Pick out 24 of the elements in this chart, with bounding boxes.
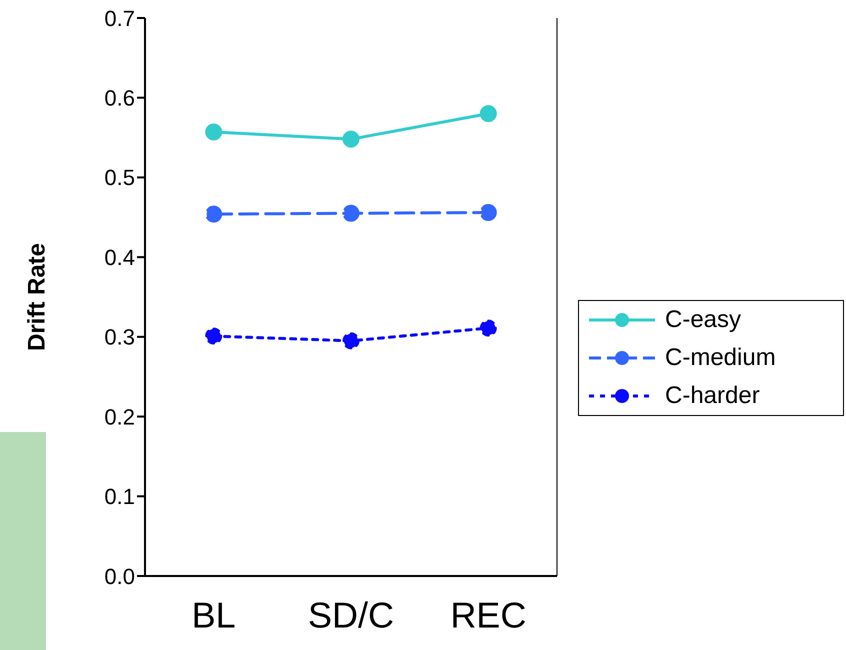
point [342, 130, 360, 148]
y-tick-label: 0.6 [104, 86, 135, 111]
y-axis-title: Drift Rate [24, 242, 51, 352]
legend-label: C-medium [665, 344, 776, 372]
y-tick-label: 0.3 [104, 324, 135, 350]
y-tick-label: 0.5 [104, 165, 135, 190]
point [480, 105, 497, 122]
point [480, 204, 497, 222]
point [205, 328, 222, 345]
point [342, 204, 360, 222]
x-tick-label: BL [192, 594, 236, 636]
point [205, 206, 222, 223]
point [205, 123, 222, 140]
x-tick-label: REC [450, 594, 526, 636]
text: 0.0 [104, 564, 135, 589]
legend-label: C-harder [665, 382, 760, 410]
point [342, 332, 360, 350]
y-tick-label: 0.2 [104, 404, 135, 430]
y-tick-label: 0.7 [104, 6, 135, 31]
y-tick-label: 0.4 [104, 244, 135, 270]
x-tick-label: SD/C [308, 594, 394, 636]
y-tick-label: 0.1 [104, 484, 135, 510]
legend-label: C-easy [665, 306, 742, 334]
point [480, 320, 497, 337]
